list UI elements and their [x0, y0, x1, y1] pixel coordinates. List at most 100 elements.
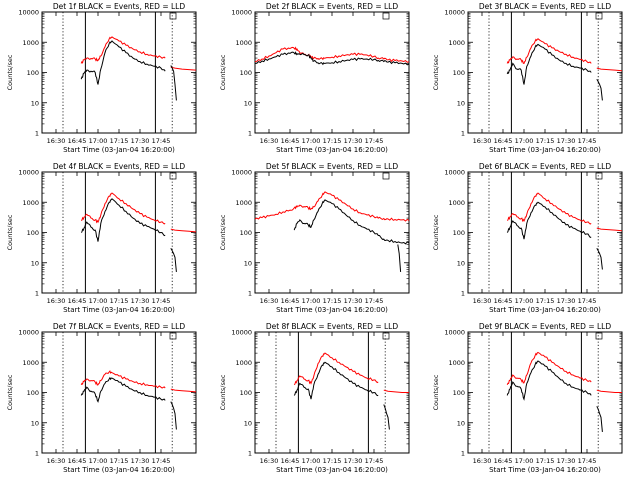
x-tick-label: 17:00 [302, 297, 321, 305]
x-tick-label: 17:30 [344, 457, 363, 465]
series-line-events [506, 43, 592, 85]
x-axis-label: Start Time (03-Jan-04 16:20:00) [489, 146, 601, 154]
legend-box [595, 172, 603, 180]
y-tick-label: 1 [35, 450, 39, 458]
y-tick-label: 100 [453, 389, 465, 397]
y-tick-label: 100 [27, 389, 39, 397]
legend-box [382, 332, 390, 340]
series-tail-lld [596, 67, 623, 72]
y-axis-label: Counts/sec [219, 54, 227, 90]
x-tick-label: 17:45 [578, 297, 597, 305]
chart-panel-2: Det 2f BLACK = Events, RED = LLD 1 10 100 10… [219, 2, 410, 154]
chart-title: Det 5f BLACK = Events, RED = LLD [266, 162, 399, 171]
series-tail-lld [383, 389, 409, 393]
x-tick-label: 16:30 [47, 297, 66, 305]
x-tick-label: 17:15 [323, 297, 342, 305]
chart-title: Det 6f BLACK = Events, RED = LLD [479, 162, 612, 171]
y-tick-label: 1 [35, 290, 39, 298]
series-line-lld [254, 46, 410, 63]
y-tick-label: 100 [453, 69, 465, 77]
x-tick-label: 17:45 [365, 297, 384, 305]
x-axis-label: Start Time (03-Jan-04 16:20:00) [276, 466, 388, 474]
series-tail-lld [596, 389, 622, 393]
chart-title: Det 7f BLACK = Events, RED = LLD [53, 322, 186, 331]
x-tick-label: 16:30 [473, 457, 492, 465]
chart-panel-3: Det 3f BLACK = Events, RED = LLD 1 10 100 10… [432, 2, 623, 154]
series-tail-lld [170, 228, 197, 233]
y-tick-label: 1 [461, 130, 465, 138]
x-tick-label: 17:00 [515, 137, 534, 145]
x-tick-label: 16:30 [260, 297, 279, 305]
y-tick-label: 1000 [22, 39, 39, 47]
series-line-lld [254, 191, 410, 222]
y-tick-label: 10000 [18, 9, 39, 17]
legend-box [169, 332, 177, 340]
y-tick-label: 1 [35, 130, 39, 138]
x-tick-label: 17:30 [131, 457, 150, 465]
series-tail-lld [170, 66, 197, 71]
x-tick-label: 16:45 [494, 137, 513, 145]
series-tail-events [170, 65, 177, 101]
x-tick-label: 17:15 [110, 137, 129, 145]
y-tick-label: 100 [240, 389, 252, 397]
chart-title: Det 3f BLACK = Events, RED = LLD [479, 2, 612, 11]
y-tick-label: 10 [31, 419, 39, 427]
x-tick-label: 16:45 [68, 137, 87, 145]
series-line-events [293, 361, 379, 400]
x-tick-label: 17:45 [365, 137, 384, 145]
y-tick-label: 10 [457, 99, 465, 107]
x-tick-label: 17:00 [89, 137, 108, 145]
y-tick-label: 1 [248, 290, 252, 298]
y-axis-label: Counts/sec [219, 214, 227, 250]
series-tail-events [596, 248, 603, 270]
chart-panel-6: Det 6f BLACK = Events, RED = LLD 1 10 100 10… [432, 162, 623, 314]
y-tick-label: 10000 [444, 169, 465, 177]
x-tick-label: 17:30 [344, 137, 363, 145]
y-tick-label: 1 [461, 450, 465, 458]
y-tick-label: 10 [244, 99, 252, 107]
series-tail-lld [596, 227, 623, 232]
plot-frame [467, 171, 623, 294]
chart-title: Det 8f BLACK = Events, RED = LLD [266, 322, 399, 331]
x-tick-label: 17:45 [365, 457, 384, 465]
series-line-lld [506, 38, 592, 64]
x-tick-label: 17:45 [152, 297, 171, 305]
y-tick-label: 10 [31, 99, 39, 107]
y-tick-label: 10 [244, 419, 252, 427]
x-axis-label: Start Time (03-Jan-04 16:20:00) [489, 306, 601, 314]
series-line-lld [80, 36, 166, 64]
x-tick-label: 17:00 [515, 457, 534, 465]
y-tick-label: 1000 [235, 39, 252, 47]
y-tick-label: 100 [27, 69, 39, 77]
x-tick-label: 16:30 [473, 137, 492, 145]
x-tick-label: 16:45 [494, 297, 513, 305]
x-tick-label: 17:15 [323, 137, 342, 145]
x-tick-label: 17:00 [302, 137, 321, 145]
y-axis-label: Counts/sec [6, 374, 14, 410]
x-tick-label: 16:45 [281, 137, 300, 145]
x-tick-label: 17:30 [131, 137, 150, 145]
y-tick-label: 100 [453, 229, 465, 237]
series-line-lld [506, 351, 592, 386]
chart-title: Det 4f BLACK = Events, RED = LLD [53, 162, 186, 171]
x-tick-label: 17:30 [344, 297, 363, 305]
x-tick-label: 17:30 [557, 137, 576, 145]
x-tick-label: 16:45 [281, 457, 300, 465]
plot-frame [41, 331, 197, 454]
series-tail-events [596, 406, 603, 432]
series-tail-events [383, 404, 390, 430]
x-tick-label: 16:30 [47, 457, 66, 465]
x-tick-label: 17:00 [302, 457, 321, 465]
x-tick-label: 17:45 [152, 457, 171, 465]
y-tick-label: 10 [457, 419, 465, 427]
chart-title: Det 1f BLACK = Events, RED = LLD [53, 2, 186, 11]
series-line-lld [506, 192, 592, 225]
chart-panel-5: Det 5f BLACK = Events, RED = LLD 1 10 100 10… [219, 162, 410, 314]
x-axis-label: Start Time (03-Jan-04 16:20:00) [276, 306, 388, 314]
y-tick-label: 1 [248, 450, 252, 458]
x-tick-label: 17:00 [515, 297, 534, 305]
chart-panel-1: Det 1f BLACK = Events, RED = LLD 1 10 100 10… [6, 2, 197, 154]
plot-frame [467, 331, 623, 454]
x-tick-label: 16:45 [494, 457, 513, 465]
y-tick-label: 1000 [448, 359, 465, 367]
